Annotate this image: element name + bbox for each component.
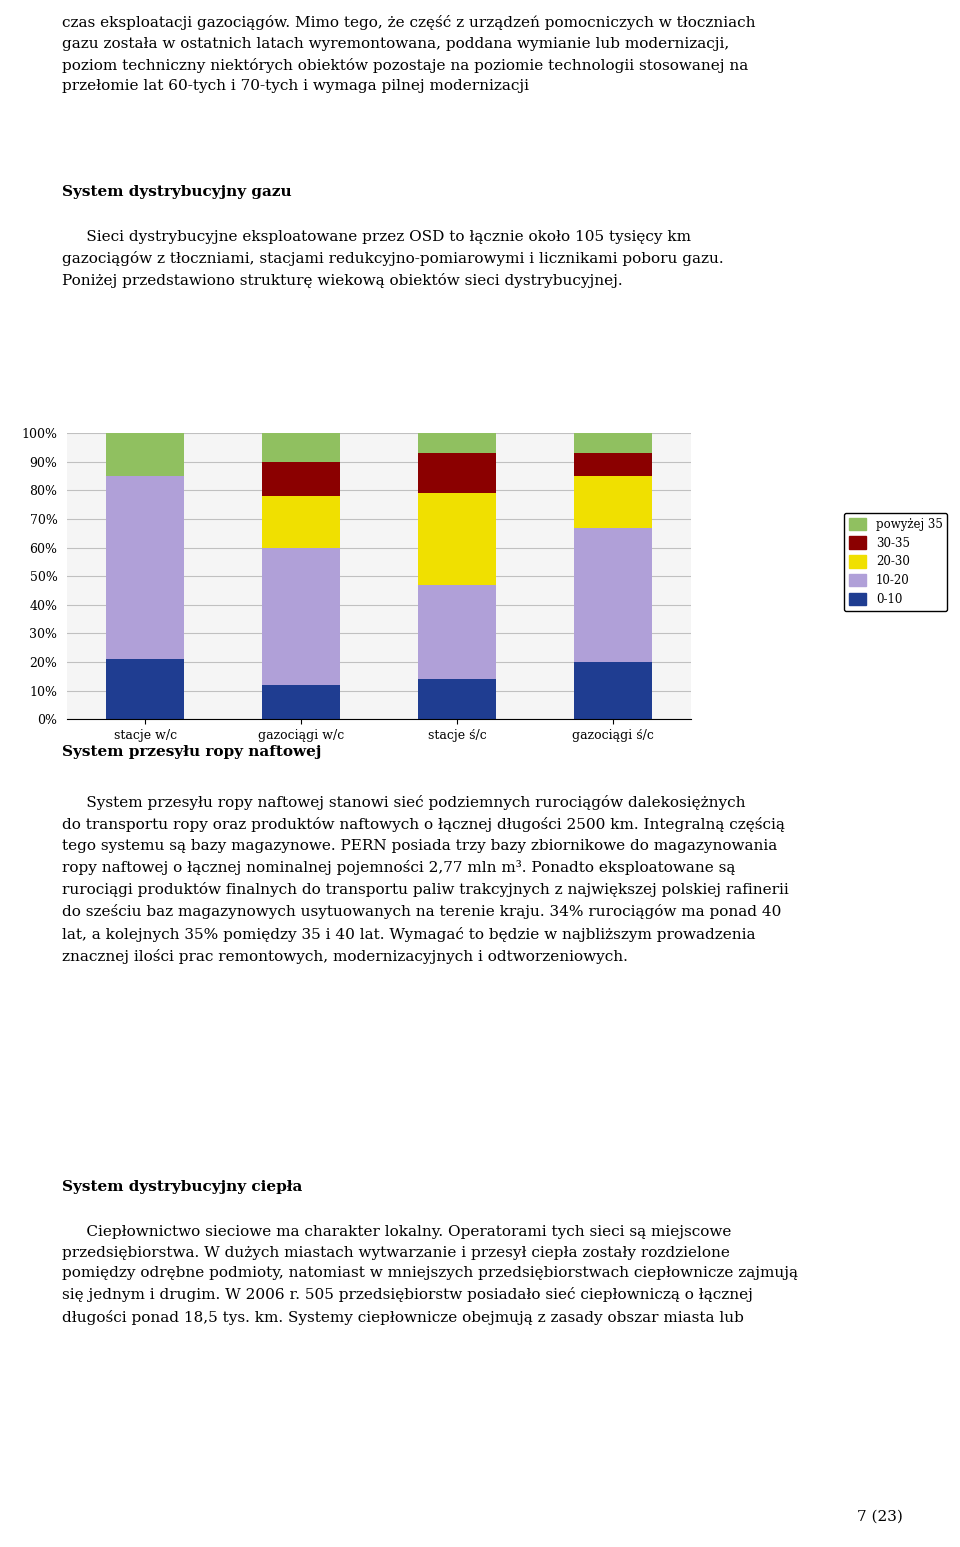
Text: Ciepłownictwo sieciowe ma charakter lokalny. Operatorami tych sieci są miejscowe: Ciepłownictwo sieciowe ma charakter loka… [62, 1225, 799, 1324]
Text: System przesyłu ropy naftowej stanowi sieć podziemnych rurociągów dalekosiężnych: System przesyłu ropy naftowej stanowi si… [62, 795, 789, 964]
Text: System przesyłu ropy naftowej: System przesyłu ropy naftowej [62, 746, 322, 760]
Text: Sieci dystrybucyjne eksploatowane przez OSD to łącznie około 105 tysięcy km
gazo: Sieci dystrybucyjne eksploatowane przez … [62, 231, 724, 288]
Bar [107, 476, 184, 659]
Bar [262, 497, 340, 548]
Bar [574, 476, 652, 528]
Text: System dystrybucyjny gazu: System dystrybucyjny gazu [62, 186, 292, 200]
Bar [419, 679, 496, 719]
Bar [419, 585, 496, 679]
Bar [262, 685, 340, 719]
Legend: powyżej 35, 30-35, 20-30, 10-20, 0-10: powyżej 35, 30-35, 20-30, 10-20, 0-10 [844, 514, 948, 611]
Bar [107, 433, 184, 476]
Bar [574, 662, 652, 719]
Bar [574, 433, 652, 453]
Bar [419, 433, 496, 453]
Bar [107, 659, 184, 719]
Bar [419, 453, 496, 493]
Bar [574, 528, 652, 662]
Bar [262, 463, 340, 497]
Bar [262, 548, 340, 685]
Bar [262, 433, 340, 463]
Bar [574, 453, 652, 476]
Text: 7 (23): 7 (23) [856, 1510, 902, 1524]
Text: System dystrybucyjny ciepła: System dystrybucyjny ciepła [62, 1180, 302, 1194]
Bar [419, 493, 496, 585]
Text: czas eksploatacji gazociągów. Mimo tego, że część z urządzeń pomocniczych w tłoc: czas eksploatacji gazociągów. Mimo tego,… [62, 15, 756, 93]
